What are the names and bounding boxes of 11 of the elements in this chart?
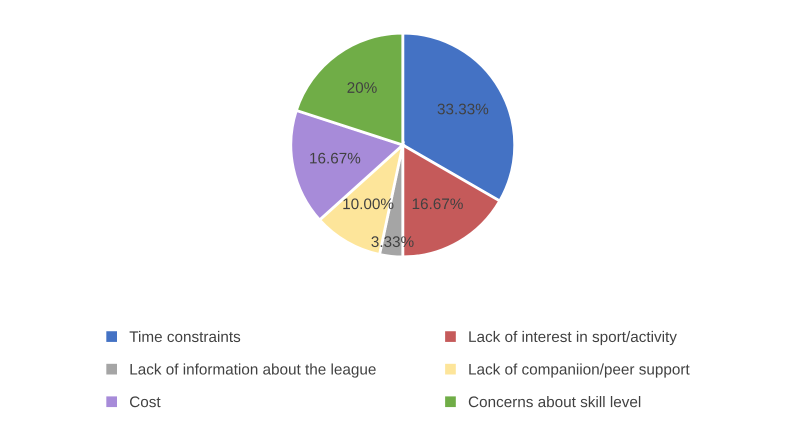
legend-label: Time constraints [130, 330, 240, 342]
data-label: 16.67% [310, 152, 360, 164]
data-label: 20% [347, 82, 377, 93]
legend-label: Lack of information about the league [130, 363, 376, 378]
legend-label: Lack of companiion/peer support [469, 363, 690, 378]
legend-label: Concerns about skill level [468, 396, 640, 408]
data-label: 33.33% [438, 104, 488, 114]
legend-label: Cost [130, 396, 161, 408]
legend-label: Lack of interest in sport/activity [469, 330, 677, 346]
data-label: 16.67% [412, 198, 463, 210]
data-label: 10.00% [343, 198, 394, 210]
